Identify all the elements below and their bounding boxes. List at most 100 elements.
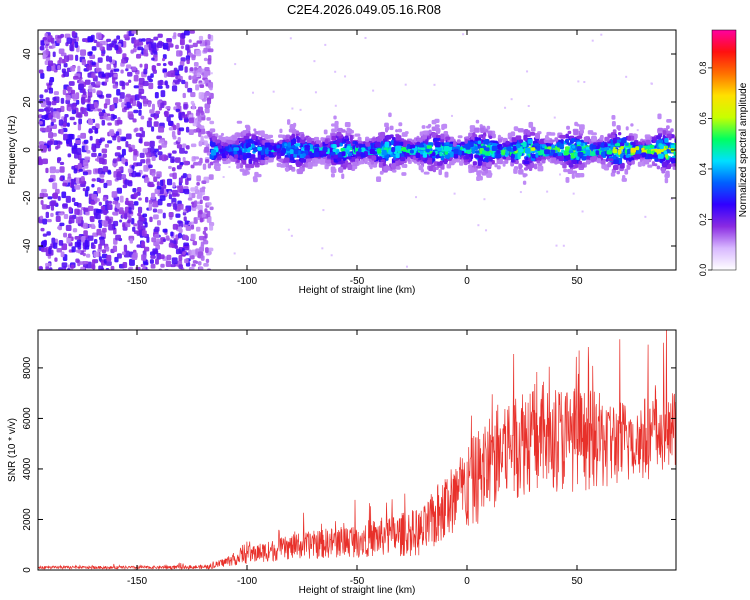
spectrogram-cell (322, 209, 325, 212)
spectrogram-cell (462, 33, 465, 36)
spectrogram-cell (204, 196, 210, 201)
spectrogram-cell (173, 203, 178, 210)
colorbar-ticks: 0.0 0.2 0.4 0.6 0.8 (698, 62, 712, 276)
spectrogram-cell (638, 141, 642, 145)
spectrogram-cell (115, 234, 122, 241)
spectrogram-cell (153, 214, 159, 220)
spectrogram-cell (179, 147, 185, 154)
spectrogram-cell (146, 152, 151, 158)
spectrogram-cell (314, 91, 317, 94)
spectrogram-cell (129, 238, 134, 244)
spectrogram-cell (95, 67, 100, 72)
spectrogram-cell (488, 156, 493, 162)
spectrogram-cell (105, 261, 112, 266)
spectrogram-cell (157, 80, 163, 86)
spectrogram-cell (118, 98, 123, 103)
spectrogram-cell (506, 156, 512, 161)
spectrogram-cell (184, 66, 188, 73)
spectrogram-cell (95, 208, 102, 214)
spectrogram-cell (198, 266, 204, 270)
spectrogram-cell (513, 168, 518, 174)
spectrogram-cell (555, 244, 558, 247)
spectrogram-cell (115, 131, 120, 136)
spectrogram-cell (514, 160, 519, 165)
spectrogram-cell (617, 131, 622, 136)
spectrogram-cell (58, 119, 64, 126)
spectrogram-cell (224, 136, 229, 140)
spectrogram-cell (323, 129, 328, 135)
spectrogram-cell (80, 266, 85, 270)
spectrogram-cell (475, 137, 482, 141)
spectrogram-cell (131, 30, 138, 34)
spectrogram-cell (113, 97, 119, 104)
spectrogram-cell (78, 118, 83, 125)
spectrogram-cell (121, 174, 127, 179)
spectrogram-cell (604, 136, 610, 142)
spectrogram-cell (522, 141, 527, 148)
spectrogram-cell (40, 200, 44, 206)
spectrogram-cell (60, 33, 65, 38)
spectrogram-cell (60, 97, 65, 104)
spectrogram-cell (563, 168, 568, 173)
spectrogram-cell (136, 100, 140, 107)
spectrogram-cell (133, 85, 139, 89)
spectrogram-cell (188, 114, 193, 118)
spectrogram-cell (84, 145, 89, 151)
spectrogram-cell (613, 159, 619, 165)
spectrogram-cell (540, 156, 546, 160)
spectrogram-cell (124, 161, 128, 167)
spectrogram-cell (41, 240, 47, 248)
spectrogram-cell (453, 141, 457, 147)
spectrogram-cell (167, 70, 171, 78)
spectrogram-cell (559, 134, 566, 139)
spectrogram-cell (106, 63, 112, 70)
spectrogram-cell (182, 211, 187, 216)
spectrogram-cell (341, 129, 346, 133)
spectrogram-cell (204, 146, 209, 153)
spectrogram-cell (209, 86, 213, 91)
spectrogram-cell (54, 257, 58, 262)
spectrogram-cell (170, 231, 174, 237)
spectrogram-cell (73, 202, 79, 206)
spectrogram-cell (279, 158, 283, 163)
spectrogram-cell (77, 163, 82, 169)
spectrogram-cell (154, 115, 158, 120)
spectrogram-cell (472, 132, 476, 137)
y-tick-label: -40 (22, 238, 33, 253)
spectrogram-cell (165, 260, 172, 268)
spectrogram-cell (125, 93, 131, 98)
spectrogram-cell (675, 135, 676, 138)
spectrogram-cell (645, 145, 651, 150)
spectrogram-cell (45, 211, 50, 219)
spectrogram-cell (38, 157, 42, 165)
spectrogram-cell (510, 98, 513, 101)
spectrogram-cell (175, 213, 181, 218)
spectrogram-cell (401, 172, 407, 176)
spectrogram-cell (191, 263, 196, 267)
spectrogram-cell (298, 168, 304, 175)
spectrogram-cell (156, 63, 161, 67)
y-tick-label: 0 (22, 567, 33, 573)
spectrogram-cell (125, 197, 129, 205)
spectrogram-cell (364, 158, 370, 162)
spectrogram-cell (199, 217, 204, 223)
spectrogram-cell (60, 251, 65, 258)
spectrogram-cell (202, 163, 207, 170)
spectrogram-cell (193, 156, 200, 160)
spectrogram-cell (495, 153, 502, 159)
spectrogram-cell (203, 226, 208, 231)
spectrogram-cell (440, 155, 445, 161)
spectrogram-cell (259, 149, 265, 155)
spectrogram-cell (299, 108, 302, 111)
spectrogram-cell (341, 151, 346, 157)
spectrogram-cell (107, 140, 113, 144)
spectrogram-cell (91, 126, 97, 130)
spectrogram-cell (381, 149, 387, 156)
spectrogram-cell (154, 148, 159, 152)
spectrogram-cell (387, 149, 392, 155)
spectrogram-cell (166, 38, 173, 43)
spectrogram-cell (407, 157, 411, 162)
spectrogram-cell (659, 144, 664, 150)
spectrogram-cell (190, 187, 196, 192)
spectrogram-cell (177, 220, 183, 224)
